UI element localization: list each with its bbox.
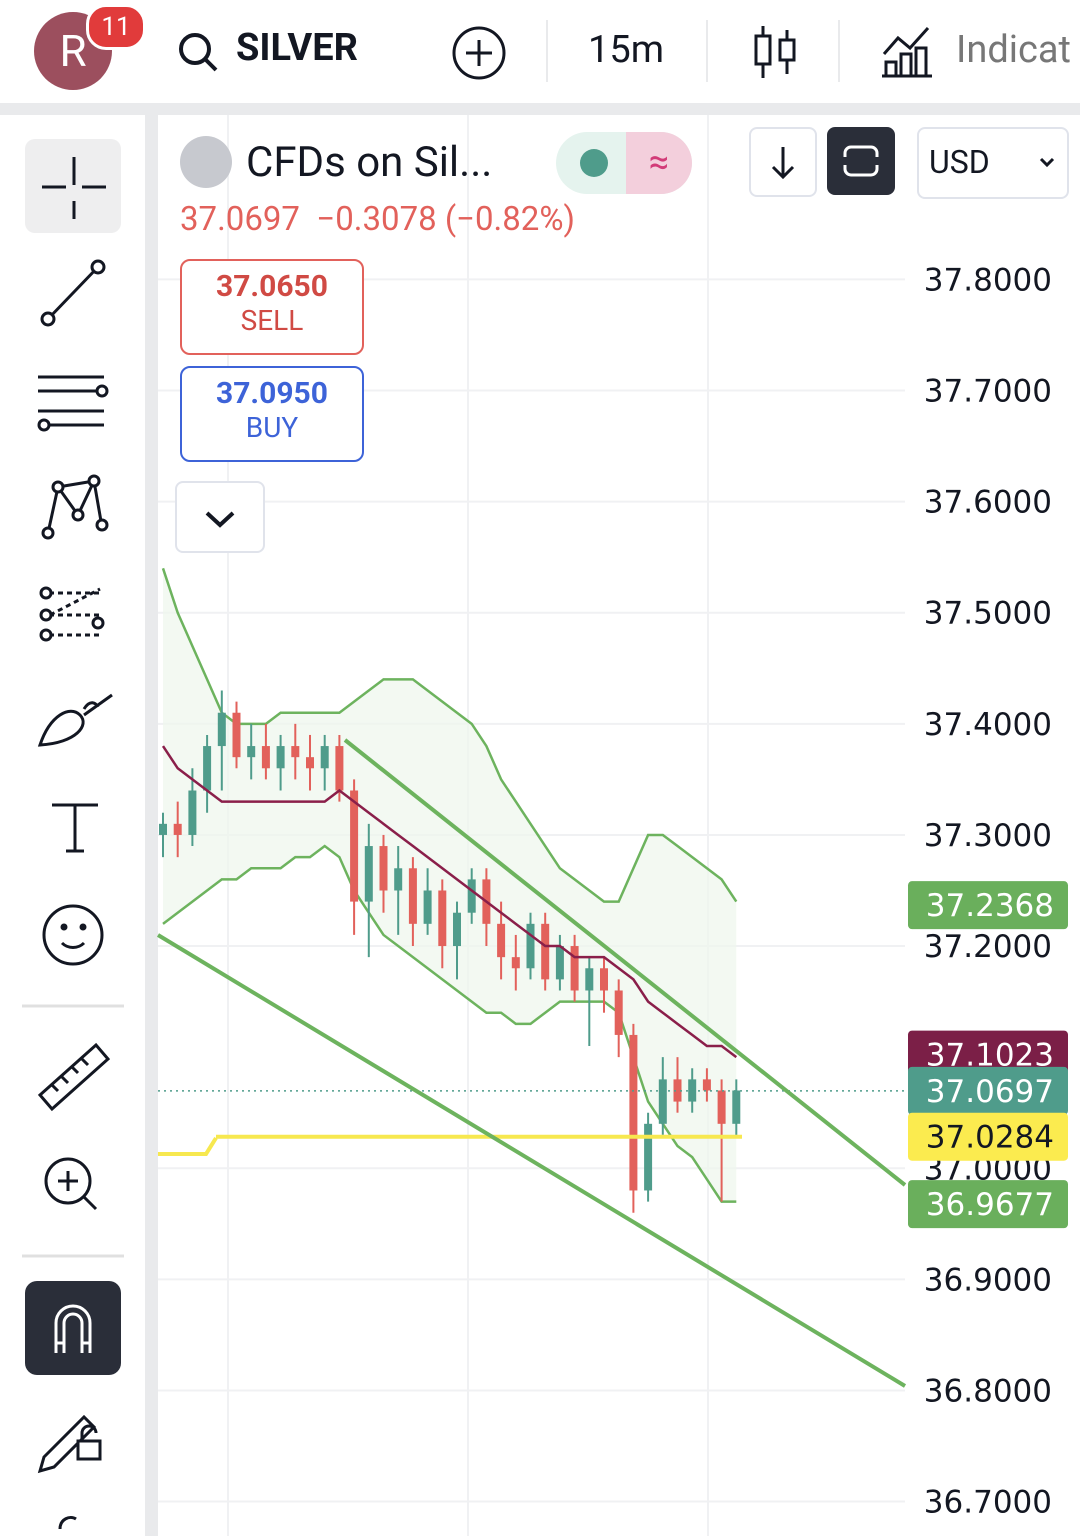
y-tick-label: 37.8000 — [924, 262, 1052, 298]
market-status[interactable]: ≈ — [556, 132, 692, 194]
candle-body — [732, 1090, 741, 1124]
buy-price: 37.0950 — [216, 376, 328, 411]
y-tick-label: 37.5000 — [924, 596, 1052, 632]
candle-body — [276, 746, 285, 769]
candle-body — [379, 846, 388, 891]
scroll-button[interactable] — [749, 127, 817, 197]
collapse-button[interactable] — [175, 481, 265, 553]
sell-button[interactable]: 37.0650 SELL — [180, 259, 364, 355]
add-symbol[interactable] — [450, 24, 508, 82]
y-tick-label: 36.9000 — [924, 1262, 1052, 1298]
separator — [145, 115, 158, 1536]
channel-lines — [156, 738, 907, 1388]
candle-body — [261, 746, 270, 769]
divider — [838, 20, 840, 82]
sell-label: SELL — [240, 304, 304, 337]
candle-body — [541, 923, 550, 980]
symbol-logo — [180, 136, 232, 188]
currency-select[interactable]: USD — [917, 127, 1069, 199]
candle-body — [188, 790, 197, 835]
candle-body — [217, 712, 226, 747]
sell-price: 37.0650 — [216, 269, 328, 304]
candle-body — [526, 923, 535, 969]
candle-body — [335, 746, 344, 791]
price-badge — [908, 1030, 1068, 1079]
candle-body — [320, 746, 329, 769]
y-tick-label: 36.8000 — [924, 1373, 1052, 1409]
candle-body — [497, 923, 506, 958]
price-badge-label: 37.0284 — [926, 1120, 1054, 1156]
candle-body — [570, 946, 579, 991]
candle-body — [629, 1034, 638, 1191]
y-tick-label: 37.7000 — [924, 374, 1052, 410]
candle-body — [408, 868, 417, 924]
candle-body — [306, 757, 314, 769]
indicators-icon — [882, 26, 932, 78]
price-badge — [908, 1180, 1068, 1229]
drawing-toolbar — [22, 139, 124, 1530]
price-badge-label: 36.9677 — [926, 1187, 1054, 1223]
price-badge — [908, 881, 1068, 930]
support-line-start — [158, 1136, 218, 1156]
top-bar: R 11 SILVER 15m Indicat — [0, 0, 1080, 115]
buy-button[interactable]: 37.0950 BUY — [180, 366, 364, 462]
candle-body — [394, 868, 403, 891]
candle-body — [600, 968, 608, 991]
candle-body — [585, 968, 594, 991]
price-line: 37.0697 −0.3078 (−0.82%) — [180, 200, 575, 239]
chart-type[interactable] — [752, 24, 798, 80]
y-tick-label: 37.2000 — [924, 929, 1052, 965]
divider — [706, 20, 708, 82]
candle-body — [555, 946, 564, 980]
candle-body — [702, 1079, 711, 1091]
candle-body — [173, 823, 182, 835]
notification-badge: 11 — [86, 4, 146, 50]
candle-body — [232, 712, 241, 758]
candle-body — [614, 990, 623, 1035]
band-fill — [163, 568, 737, 1202]
candle-body — [203, 746, 212, 791]
price-change: −0.3078 (−0.82%) — [316, 200, 576, 239]
candle-body — [644, 1123, 653, 1191]
price-badge-label: 37.2368 — [926, 888, 1054, 924]
interval[interactable]: 15m — [588, 28, 665, 72]
y-tick-label: 37.4000 — [924, 707, 1052, 743]
last-price: 37.0697 — [180, 200, 300, 239]
search-icon — [179, 33, 218, 72]
y-tick-label: 37.6000 — [924, 485, 1052, 521]
legend-title[interactable]: CFDs on Sil... — [246, 138, 493, 187]
price-badge-label: 37.0697 — [926, 1074, 1054, 1110]
divider — [546, 20, 548, 82]
candle-body — [453, 912, 461, 947]
candle-body — [511, 957, 520, 969]
candle-body — [717, 1090, 726, 1124]
candle-body — [658, 1079, 667, 1124]
band-lower — [162, 844, 737, 1203]
candle-body — [467, 879, 476, 913]
symbol[interactable]: SILVER — [236, 26, 358, 70]
candle-body — [159, 823, 167, 835]
band-upper — [161, 567, 738, 903]
y-tick-label: 36.7000 — [924, 1485, 1052, 1521]
candle-body — [438, 890, 447, 947]
moving-average — [161, 745, 738, 1059]
candle-body — [291, 746, 300, 758]
price-badge — [908, 1112, 1068, 1161]
y-tick-label: 37.3000 — [924, 818, 1052, 854]
fullscreen-button[interactable] — [827, 127, 895, 195]
candle-body — [673, 1079, 682, 1102]
indicators[interactable]: Indicat — [956, 28, 1071, 72]
candle-body — [247, 746, 256, 758]
candle-body — [350, 790, 359, 902]
price-badge — [908, 1066, 1068, 1115]
candle-body — [423, 890, 432, 924]
buy-label: BUY — [245, 411, 299, 444]
currency: USD — [929, 143, 990, 181]
candle-body — [364, 846, 373, 902]
